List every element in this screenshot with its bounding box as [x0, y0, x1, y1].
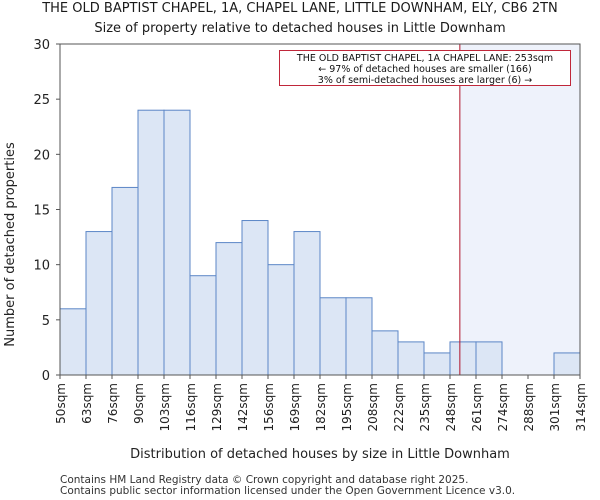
bar-50sqm [59, 308, 87, 376]
chart-subtitle: Size of property relative to detached ho… [94, 21, 506, 36]
x-tick-label-63sqm: 63sqm [80, 383, 94, 424]
bar-261sqm [475, 341, 503, 376]
highlight-region [459, 44, 580, 375]
annotation-line-1: THE OLD BAPTIST CHAPEL, 1A CHAPEL LANE: … [296, 53, 554, 64]
x-tick-label-103sqm: 103sqm [158, 383, 172, 431]
x-tick-label-50sqm: 50sqm [54, 383, 68, 424]
y-tick-label-30: 30 [33, 38, 50, 53]
bar-129sqm [215, 242, 243, 376]
footer-copyright: Contains HM Land Registry data © Crown c… [60, 474, 469, 486]
bar-116sqm [189, 275, 217, 376]
x-tick-label-156sqm: 156sqm [262, 383, 276, 431]
bar-76sqm [111, 186, 139, 376]
x-tick-label-274sqm: 274sqm [496, 383, 510, 431]
y-tick-label-25: 25 [33, 93, 50, 108]
x-tick-label-76sqm: 76sqm [106, 383, 120, 424]
x-tick-label-208sqm: 208sqm [366, 383, 380, 431]
y-tick-label-15: 15 [33, 204, 50, 219]
x-tick-label-314sqm: 314sqm [574, 383, 588, 431]
x-tick-label-222sqm: 222sqm [392, 383, 406, 431]
y-tick-label-20: 20 [33, 148, 50, 163]
x-tick-label-169sqm: 169sqm [288, 383, 302, 431]
y-tick-label-5: 5 [42, 314, 50, 329]
x-tick-label-129sqm: 129sqm [210, 383, 224, 431]
annotation-box: THE OLD BAPTIST CHAPEL, 1A CHAPEL LANE: … [279, 50, 571, 86]
bar-208sqm [371, 330, 399, 376]
y-tick-label-0: 0 [42, 369, 50, 384]
y-tick-label-10: 10 [33, 259, 50, 274]
x-tick-label-116sqm: 116sqm [184, 383, 198, 431]
annotation-line-2: ← 97% of detached houses are smaller (16… [318, 64, 532, 75]
x-tick-label-261sqm: 261sqm [470, 383, 484, 431]
bar-301sqm [553, 352, 581, 376]
x-tick-label-288sqm: 288sqm [522, 383, 536, 431]
x-axis-label: Distribution of detached houses by size … [130, 447, 510, 462]
bar-63sqm [85, 231, 113, 376]
bar-182sqm [319, 297, 347, 376]
bar-103sqm [163, 109, 191, 376]
bar-248sqm [449, 341, 477, 376]
bar-142sqm [241, 220, 269, 376]
x-tick-label-182sqm: 182sqm [314, 383, 328, 431]
bar-90sqm [137, 109, 165, 376]
x-tick-label-142sqm: 142sqm [236, 383, 250, 431]
x-tick-label-301sqm: 301sqm [548, 383, 562, 431]
x-tick-label-195sqm: 195sqm [340, 383, 354, 431]
y-axis-label: Number of detached properties [3, 142, 18, 347]
bar-222sqm [397, 341, 425, 376]
bar-169sqm [293, 231, 321, 376]
x-tick-label-90sqm: 90sqm [132, 383, 146, 424]
bar-235sqm [423, 352, 451, 376]
annotation-line-3: 3% of semi-detached houses are larger (6… [317, 75, 533, 86]
x-tick-label-235sqm: 235sqm [418, 383, 432, 431]
footer-licence: Contains public sector information licen… [60, 485, 516, 497]
chart-title: THE OLD BAPTIST CHAPEL, 1A, CHAPEL LANE,… [42, 1, 558, 16]
x-tick-label-248sqm: 248sqm [444, 383, 458, 431]
bar-195sqm [345, 297, 373, 376]
bar-156sqm [267, 264, 295, 376]
